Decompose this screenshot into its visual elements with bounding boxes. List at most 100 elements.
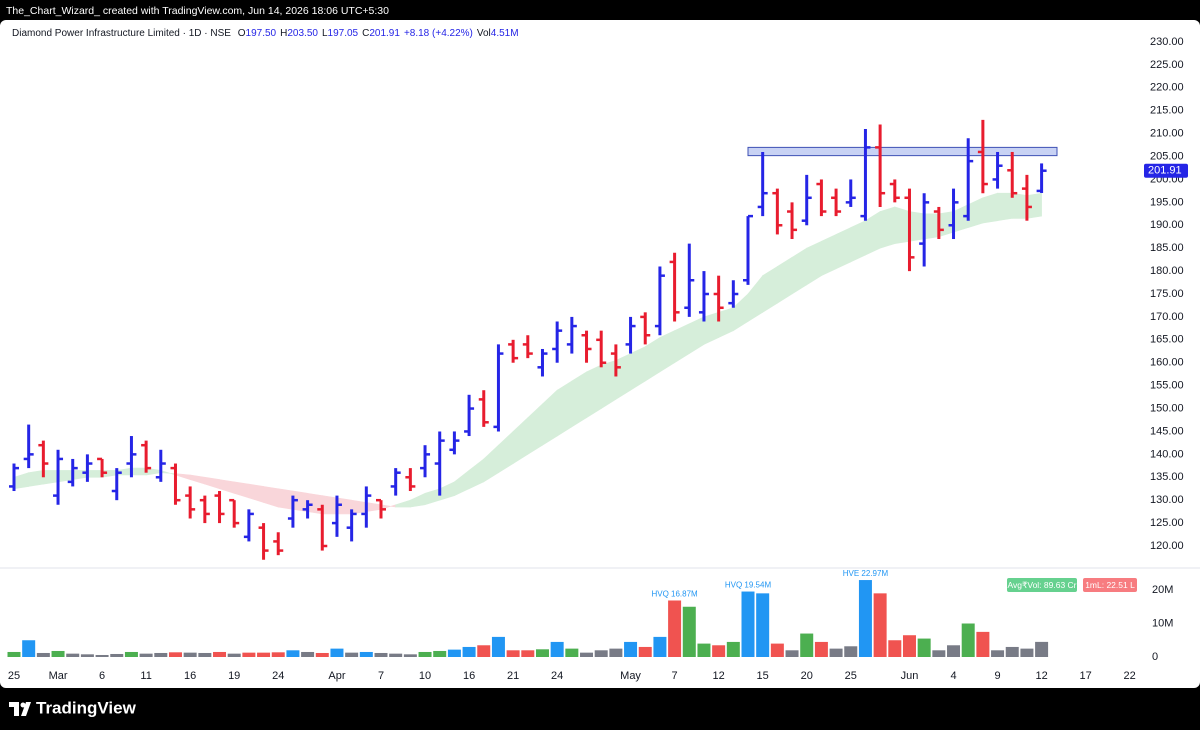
volume-bar [301, 651, 315, 657]
volume-bar [22, 640, 36, 657]
x-tick-label: 15 [757, 670, 769, 682]
ma-cloud [43, 470, 59, 485]
x-tick-label: 12 [1035, 670, 1047, 682]
volume-bar [66, 653, 80, 657]
x-tick-label: Apr [328, 670, 345, 682]
ma-cloud [571, 371, 587, 428]
x-tick-label: 24 [272, 670, 284, 682]
legend-change: +8.18 (+4.22%) [404, 28, 473, 39]
volume-bar [389, 653, 403, 657]
ma-cloud [909, 211, 925, 242]
volume-bar [902, 635, 916, 657]
volume-bar [770, 643, 784, 657]
volume-bar [462, 646, 476, 657]
volume-bar [947, 645, 961, 657]
volume-bar [1035, 641, 1049, 657]
y-tick-label: 195.00 [1150, 196, 1184, 208]
x-tick-label: 25 [845, 670, 857, 682]
volume-bar [535, 649, 549, 657]
y-tick-label: 190.00 [1150, 219, 1184, 231]
volume-bar [168, 652, 182, 657]
volume-bar [80, 654, 94, 657]
legend-value: 197.05 [328, 28, 359, 39]
volume-bar [756, 593, 770, 657]
logo-text: TradingView [36, 698, 137, 717]
ma-cloud [351, 499, 367, 515]
volume-bar [565, 648, 579, 657]
ma-cloud [87, 470, 103, 478]
volume-bar [418, 651, 432, 657]
volume-bar [139, 653, 153, 657]
volume-bar [257, 652, 271, 657]
volume-bar [7, 651, 21, 657]
legend-vol-value: 4.51M [491, 28, 519, 39]
y-tick-label: 160.00 [1150, 357, 1184, 369]
ma-cloud [821, 233, 837, 277]
volume-bar [697, 643, 711, 657]
volume-bar [403, 654, 417, 657]
x-tick-label: 16 [184, 670, 196, 682]
y-tick-label: 185.00 [1150, 242, 1184, 254]
legend-value: 197.50 [246, 28, 277, 39]
volume-bar [271, 652, 285, 657]
x-tick-label: 22 [1124, 670, 1136, 682]
volume-bar [359, 651, 373, 657]
y-tick-label: 125.00 [1150, 517, 1184, 529]
watermark: The_Chart_Wizard_ created with TradingVi… [6, 5, 389, 17]
volume-bar [36, 652, 50, 657]
y-tick-label: 230.00 [1150, 36, 1184, 48]
volume-label: HVQ 16.87M [651, 590, 698, 599]
volume-badge [1083, 578, 1137, 592]
volume-bar [477, 645, 491, 657]
x-tick-label: 10 [419, 670, 431, 682]
ma-cloud [57, 470, 74, 483]
y-tick-label: 165.00 [1150, 334, 1184, 346]
y-tick-label: 210.00 [1150, 128, 1184, 140]
ma-cloud [277, 488, 294, 510]
volume-bar [433, 650, 447, 657]
x-tick-label: 4 [950, 670, 956, 682]
volume-bar [726, 641, 740, 657]
y-tick-label: 150.00 [1150, 402, 1184, 414]
volume-bar [917, 638, 931, 657]
x-tick-label: 7 [672, 670, 678, 682]
symbol-title: Diamond Power Infrastructure Limited · 1… [12, 28, 231, 39]
volume-bar [932, 650, 946, 657]
volume-bar [286, 650, 300, 657]
ma-cloud [131, 467, 147, 476]
ma-cloud [923, 213, 940, 240]
volume-bar [594, 650, 608, 657]
volume-bar [844, 646, 858, 657]
volume-bar [580, 652, 594, 657]
volume-badge-label: 1mL: 22.51 L [1085, 580, 1135, 590]
volume-bar [374, 652, 388, 657]
x-tick-label: Mar [49, 670, 68, 682]
volume-bar [227, 653, 241, 657]
ma-cloud [586, 364, 602, 419]
legend-key: L [322, 28, 328, 39]
y-tick-label: 135.00 [1150, 471, 1184, 483]
x-tick-label: 24 [551, 670, 563, 682]
volume-bar [51, 650, 65, 657]
y-tick-label: 145.00 [1150, 425, 1184, 437]
volume-bar [330, 648, 344, 657]
volume-bar [213, 651, 227, 657]
ma-cloud [850, 220, 866, 263]
volume-bar [183, 652, 197, 657]
volume-bar [785, 650, 799, 657]
y-tick-label: 130.00 [1150, 494, 1184, 506]
y-tick-label: 120.00 [1150, 540, 1184, 552]
volume-bar [154, 652, 168, 657]
legend-value: 203.50 [287, 28, 318, 39]
volume-bar [110, 653, 124, 657]
x-tick-label: 16 [463, 670, 475, 682]
volume-label: HVE 22.97M [843, 569, 889, 578]
ma-cloud [28, 470, 44, 487]
volume-bar [873, 593, 887, 657]
legend-key: C [362, 28, 369, 39]
volume-bar [447, 649, 461, 657]
volume-bar [242, 652, 256, 657]
volume-bar [315, 652, 329, 657]
x-tick-label: 20 [801, 670, 813, 682]
legend-key: O [238, 28, 246, 39]
